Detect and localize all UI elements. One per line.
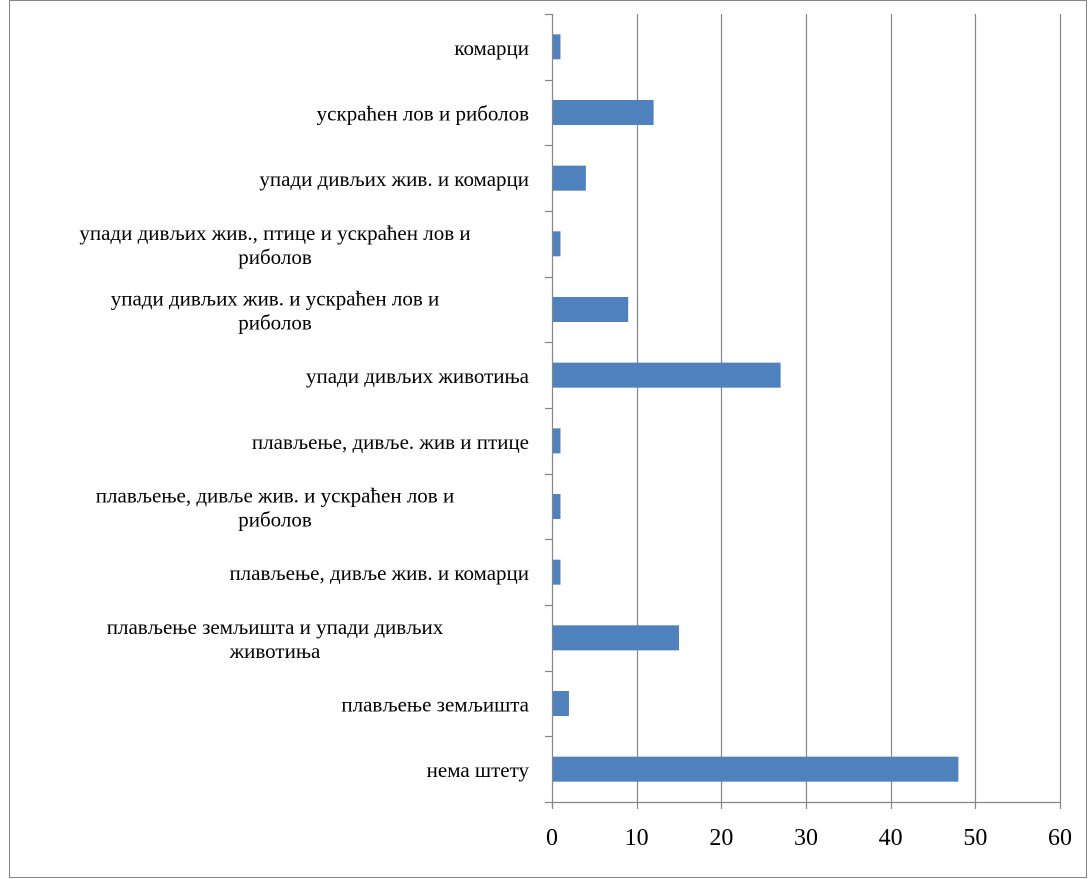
category-label-4: упади дивљих жив. и ускраћен лов и риболо… — [111, 287, 440, 335]
category-labels: комарци ускраћен лов и риболов упади дивљи… — [79, 36, 529, 782]
x-tick-label-40: 40 — [879, 825, 903, 851]
bar-11 — [553, 756, 959, 782]
category-label-9: плављење земљишта и упади дивљих животиња — [107, 615, 444, 663]
category-label-0: комарци — [454, 36, 529, 60]
category-label-11: нема штету — [427, 758, 530, 782]
bar-10 — [553, 691, 569, 716]
bars — [553, 34, 959, 782]
x-tick-label-50: 50 — [963, 825, 987, 851]
category-label-3: упади дивљих жив., птице и ускраћен лов … — [79, 221, 470, 269]
category-label-10: плављење земљишта — [341, 693, 529, 717]
x-tick-labels: 0 10 20 30 40 50 60 — [546, 825, 1072, 851]
x-tick-label-60: 60 — [1048, 825, 1072, 851]
category-label-7: плављење, дивље жив. и ускраћен лов и риб… — [96, 484, 454, 532]
category-label-2: упади дивљих жив. и комарци — [259, 167, 529, 191]
category-label-6: плављење, дивље. жив и птице — [252, 430, 529, 454]
bar-7 — [553, 494, 561, 519]
bar-2 — [553, 165, 586, 191]
bar-6 — [553, 428, 561, 454]
bar-3 — [553, 231, 561, 257]
x-tick-label-20: 20 — [709, 825, 733, 851]
bar-8 — [553, 559, 561, 585]
x-tick-label-10: 10 — [625, 825, 649, 851]
category-label-1: ускраћен лов и риболов — [317, 102, 529, 126]
category-label-8: плављење, дивље жив. и комарци — [229, 561, 529, 585]
bar-5 — [553, 362, 781, 388]
axes — [545, 13, 1062, 809]
gridlines — [636, 14, 1062, 802]
chart-border — [9, 0, 1087, 878]
category-label-5: упади дивљих животиња — [306, 364, 530, 388]
bar-1 — [553, 100, 654, 125]
x-tick-label-0: 0 — [546, 825, 558, 851]
bar-9 — [553, 625, 679, 651]
x-tick-label-30: 30 — [794, 825, 818, 851]
bar-0 — [553, 34, 561, 60]
bar-4 — [553, 297, 629, 322]
